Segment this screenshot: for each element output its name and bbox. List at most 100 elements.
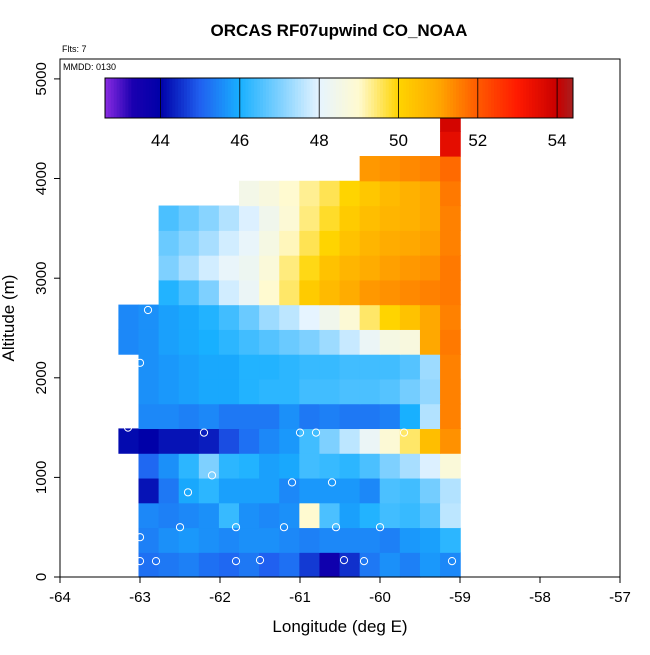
heatmap-cell — [218, 205, 240, 231]
plot-frame — [59, 58, 621, 578]
flight-point — [331, 523, 341, 532]
heatmap-cell — [339, 279, 361, 306]
heatmap-cell — [399, 527, 421, 553]
heatmap-cell — [239, 205, 260, 231]
colorbar-segment — [552, 78, 556, 118]
y-tick-label: 0 — [33, 573, 50, 581]
heatmap-cell — [158, 329, 180, 355]
x-tick-label: -59 — [449, 589, 471, 606]
colorbar-segment — [520, 78, 524, 118]
flight-point — [255, 556, 265, 565]
colorbar-segment — [119, 78, 124, 118]
heatmap-cell — [319, 205, 341, 231]
heatmap-cell — [339, 255, 361, 281]
colorbar-segment — [204, 78, 208, 118]
heatmap-cell — [259, 180, 280, 207]
colorbar-segment — [242, 78, 246, 118]
heatmap-cell — [319, 329, 341, 355]
colorbar-segment — [511, 78, 515, 118]
colorbar-segment — [374, 78, 378, 118]
colorbar-segment — [540, 78, 545, 118]
heatmap-cell — [239, 502, 260, 529]
heatmap-cell — [359, 502, 381, 529]
colorbar-segment — [148, 78, 153, 118]
heatmap-cell — [339, 378, 361, 405]
heatmap-cell — [239, 527, 260, 553]
heatmap-cell — [419, 156, 441, 182]
colorbar-segment — [400, 78, 404, 118]
heatmap-cell — [198, 378, 220, 405]
heatmap-cell — [239, 329, 260, 355]
heatmap-cell — [158, 477, 180, 504]
heatmap-cell — [178, 502, 200, 529]
heatmap-cell — [339, 453, 361, 479]
heatmap-cell — [339, 428, 361, 454]
flight-point — [295, 428, 305, 437]
heatmap-cell — [198, 477, 220, 504]
heatmap-cell — [359, 329, 381, 355]
colorbar-segment — [257, 78, 261, 118]
x-tick-label: -64 — [49, 589, 71, 606]
colorbar-segment — [128, 78, 132, 118]
flight-point — [135, 533, 145, 542]
heatmap-cell — [319, 453, 341, 479]
heatmap-cell — [419, 403, 441, 430]
heatmap-cell — [138, 502, 160, 529]
heatmap-cell — [299, 552, 321, 578]
heatmap-cell — [399, 428, 421, 454]
colorbar-segment — [140, 78, 144, 118]
colorbar-segment — [447, 78, 451, 118]
heatmap-cell — [218, 230, 240, 256]
colorbar-tick-label: 46 — [230, 131, 249, 150]
heatmap-cell — [118, 304, 140, 330]
colorbar-segment — [245, 78, 249, 118]
flight-point — [359, 557, 369, 566]
heatmap-cell — [440, 329, 461, 355]
heatmap-cell — [158, 403, 180, 430]
heatmap-cell — [440, 180, 461, 207]
heatmap-cell — [419, 527, 441, 553]
heatmap-cell — [239, 354, 260, 380]
heatmap-cell — [359, 205, 381, 231]
heatmap-cell — [440, 527, 461, 553]
flights-label: Flts: 7 — [62, 44, 87, 54]
heatmap-cell — [419, 477, 441, 504]
colorbar-segment — [183, 78, 188, 118]
colorbar-segment — [286, 78, 290, 118]
heatmap-cell — [279, 403, 300, 430]
flight-point — [123, 423, 133, 432]
heatmap-cell — [399, 230, 421, 256]
heatmap-cell — [299, 403, 321, 430]
heatmap-cell — [379, 230, 401, 256]
heatmap-cell — [178, 527, 200, 553]
colorbar-segment — [461, 78, 466, 118]
heatmap-cell — [279, 453, 300, 479]
flight-point — [207, 471, 217, 480]
heatmap-cell — [339, 477, 361, 504]
colorbar-segment — [561, 78, 565, 118]
heatmap-cell — [198, 230, 220, 256]
heatmap-cell — [440, 304, 461, 330]
colorbar-segment — [567, 78, 571, 118]
heatmap-cell — [259, 255, 280, 281]
colorbar-segment — [122, 78, 126, 118]
heatmap-cell — [218, 304, 240, 330]
colorbar-segment — [429, 78, 434, 118]
colorbar-segment — [189, 78, 194, 118]
heatmap-cell — [178, 552, 200, 578]
colorbar-segment — [227, 78, 232, 118]
colorbar-segment — [303, 78, 308, 118]
colorbar-segment — [491, 78, 495, 118]
heatmap-cell — [158, 502, 180, 529]
colorbar-segment — [435, 78, 439, 118]
colorbar-segment — [213, 78, 217, 118]
colorbar-segment — [564, 78, 568, 118]
heatmap-cell — [218, 527, 240, 553]
y-tick-label: 2000 — [33, 361, 50, 394]
heatmap-cell — [419, 279, 441, 306]
heatmap-cell — [419, 205, 441, 231]
colorbar-segment — [534, 78, 539, 118]
heatmap-cell — [158, 255, 180, 281]
heatmap-cell — [259, 428, 280, 454]
